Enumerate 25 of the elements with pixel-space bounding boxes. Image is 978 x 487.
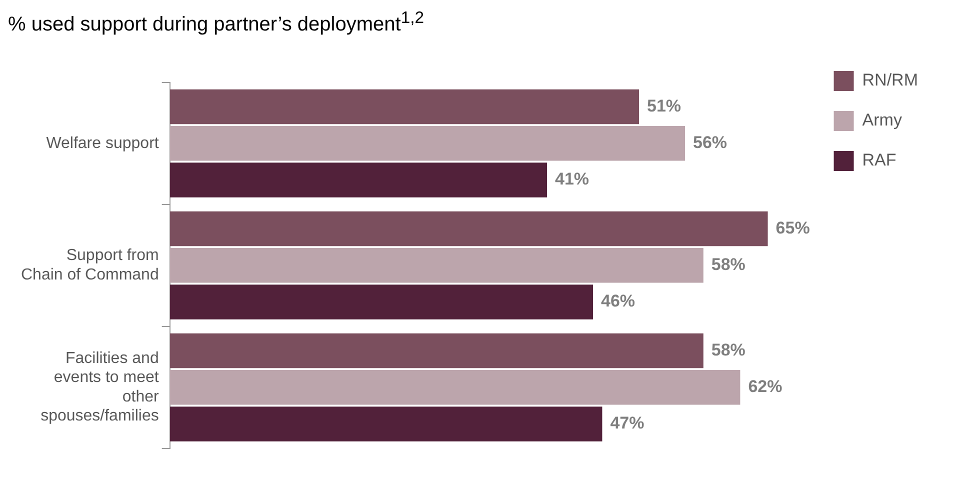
bar — [170, 162, 548, 198]
legend-label: RAF — [862, 150, 896, 170]
bar — [170, 126, 685, 160]
chart-title: % used support during partner’s deployment$^{1,2}$ — [8, 8, 425, 37]
data-label: 65% — [776, 218, 810, 238]
legend-label: Army — [862, 110, 902, 130]
data-label: 51% — [647, 96, 682, 116]
data-label: 41% — [555, 169, 590, 188]
data-label: 47% — [610, 413, 644, 432]
bar — [170, 370, 740, 404]
y-tick-label: Facilities and events to meet other spouses/families — [40, 350, 160, 424]
bar — [170, 248, 704, 282]
legend-label: RN/RM — [862, 70, 918, 90]
bar — [170, 333, 704, 368]
data-label: 46% — [601, 291, 636, 310]
bar — [170, 406, 602, 442]
data-label: 58% — [711, 340, 746, 360]
bar — [170, 284, 594, 320]
y-tick-label: Welfare support — [46, 134, 160, 152]
data-label: 62% — [748, 376, 782, 396]
data-label: 58% — [711, 254, 746, 274]
bar — [170, 211, 768, 246]
bar — [170, 89, 639, 124]
data-label: 56% — [692, 132, 728, 152]
y-tick-label: Support from Chain of Command — [21, 246, 159, 284]
